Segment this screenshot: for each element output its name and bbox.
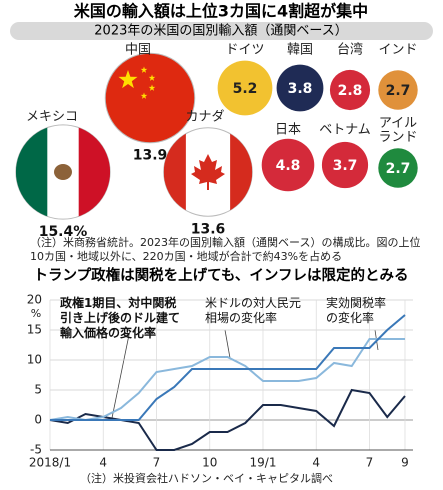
flag [118, 66, 156, 99]
flag-stripe [230, 127, 253, 217]
x-tick-label: 10 [202, 456, 217, 470]
flag-emblem [54, 164, 72, 180]
bubble [329, 69, 371, 111]
category-label: アイルランド [378, 116, 417, 145]
category-label: インド [378, 43, 417, 58]
value-label: 5.2 [233, 81, 258, 97]
x-tick-label: 4 [312, 456, 320, 470]
category-label: 日本 [275, 123, 301, 138]
chart-title: 米国の輸入額は上位3カ国に4割超が集中 [74, 2, 368, 21]
leader-line [111, 329, 131, 419]
y-tick-label: 5 [34, 383, 42, 397]
flag-star [140, 66, 148, 73]
flag-stripe [15, 124, 48, 220]
value-label: 15.4% [39, 224, 88, 240]
x-tick-label: 7 [153, 456, 161, 470]
annotation: 実効関税率の変化率 [326, 296, 387, 325]
value-label: 4.8 [276, 158, 301, 174]
value-label: 2.7 [386, 161, 411, 177]
x-tick-label: 7 [366, 456, 374, 470]
value-label: 13.9 [133, 148, 168, 164]
category-label: 台湾 [337, 42, 363, 58]
bubble [321, 141, 369, 189]
y-tick-label: 10 [27, 353, 42, 367]
x-tick-label: 2018/1 [29, 456, 71, 470]
value-label: 2.8 [338, 83, 363, 99]
bubble [217, 60, 273, 116]
x-tick-label: 4 [99, 456, 107, 470]
x-tick-label: 19/1 [250, 456, 277, 470]
flag-leaf [191, 154, 225, 190]
source-note: （注）米投資会社ハドソン・ベイ・キャピタル調べ [80, 472, 333, 485]
bubble [378, 148, 418, 188]
category-label: 中国 [125, 43, 151, 58]
flag-star [148, 74, 156, 81]
y-axis-label: % [31, 307, 41, 320]
note: （注）米商務省統計。2023年の国別輸入額（通関ベース）の構成比。図の上位10カ… [30, 236, 421, 263]
y-tick-label: 20 [27, 293, 42, 307]
value-label: 13.6 [191, 221, 226, 237]
bubble [378, 70, 418, 110]
y-tick-label: 15 [27, 323, 42, 337]
series-line [49, 338, 405, 422]
category-label: メキシコ [26, 110, 78, 125]
bubble [261, 138, 315, 192]
annotation: 米ドルの対人民元相場の変化率 [205, 296, 302, 325]
y-tick-label: 0 [34, 413, 42, 427]
series-line [50, 314, 406, 421]
flag-star [140, 92, 148, 99]
bubble [104, 52, 196, 144]
leader-line [224, 329, 231, 359]
x-tick-label: 9 [401, 456, 409, 470]
annotation: 政権1期目、対中関税引き上げ後のドル建て輸入価格の変化率 [60, 296, 181, 340]
category-label: ベトナム [319, 123, 371, 138]
flag-stripe [163, 127, 186, 217]
subtitle: 2023年の米国の国別輸入額（通関ベース） [94, 24, 347, 39]
category-label: ドイツ [225, 43, 264, 58]
category-label: カナダ [185, 110, 224, 125]
value-label: 2.7 [386, 83, 411, 99]
value-label: 3.8 [288, 81, 313, 97]
value-label: 3.7 [333, 158, 358, 174]
flag-star [118, 70, 138, 89]
y-tick-label: -5 [30, 443, 42, 457]
series-line [49, 388, 406, 451]
flag-stripe [78, 124, 111, 220]
flag-star [148, 84, 156, 91]
subtitle-bar [10, 22, 433, 40]
category-label: 韓国 [287, 43, 313, 58]
bubble [276, 64, 324, 112]
line-chart-title: トランプ政権は関税を上げても、インフレは限定的とみる [34, 266, 409, 284]
